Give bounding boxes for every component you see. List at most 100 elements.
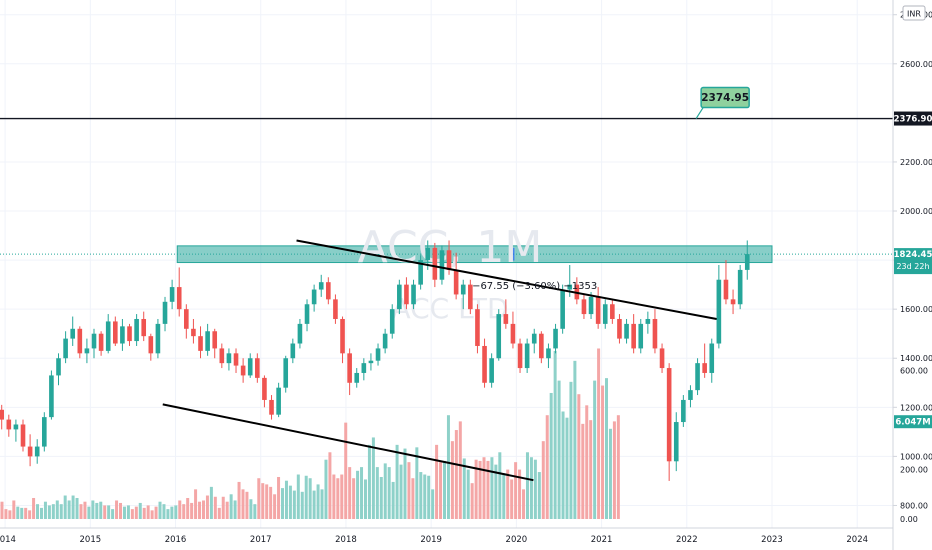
candle-body — [681, 399, 686, 423]
candle-body — [560, 289, 565, 329]
volume-bar — [257, 478, 261, 519]
target-callout-box[interactable] — [700, 86, 750, 109]
candle-body — [631, 323, 636, 349]
candle-body — [602, 304, 608, 324]
volume-bar — [162, 504, 166, 519]
candle-body — [425, 247, 431, 261]
candle-body — [113, 321, 118, 344]
volume-bar — [419, 472, 423, 519]
volume-tick-label: 600.00 — [900, 367, 928, 376]
watermark-name: ACC LTD — [391, 292, 508, 325]
volume-bar — [411, 478, 415, 519]
volume-bar — [466, 469, 470, 519]
volume-bar — [529, 457, 533, 519]
price-tick-label: 800.00 — [900, 501, 928, 510]
volume-bar — [225, 501, 229, 519]
candle-body — [247, 358, 253, 376]
volume-bar — [237, 481, 241, 519]
candle-body — [255, 358, 260, 378]
candle-body — [673, 422, 679, 462]
volume-bar — [565, 417, 569, 519]
volume-bar — [561, 411, 565, 519]
time-tick-label: 2014 — [0, 535, 16, 545]
resistance-zone[interactable] — [0, 245, 893, 264]
volume-bar — [545, 415, 549, 519]
volume-bar — [407, 462, 411, 519]
volume-bar — [154, 506, 158, 519]
volume-bar — [601, 385, 605, 519]
volume-bar — [522, 489, 526, 519]
volume-bar — [375, 467, 379, 519]
volume-bar — [217, 507, 221, 519]
last-volume-label-bg — [894, 415, 932, 429]
volume-bar — [569, 381, 573, 519]
candle-body — [531, 333, 537, 344]
candle-body — [212, 331, 218, 349]
time-tick-label: 2022 — [676, 535, 698, 545]
candle-body — [326, 282, 331, 300]
candle-body — [375, 348, 381, 361]
target-callout-pointer — [695, 107, 704, 119]
candle-body — [20, 424, 26, 447]
candle-body — [148, 336, 154, 354]
volume-bar — [209, 486, 213, 519]
trendlines[interactable] — [162, 239, 717, 482]
target-callout[interactable]: 2374.95 — [695, 86, 750, 119]
volume-bar — [107, 505, 111, 519]
volume-bar — [241, 489, 245, 519]
candle-body — [482, 345, 487, 383]
volume-bar — [348, 467, 352, 519]
volume-bar — [478, 460, 482, 519]
candle-body — [617, 318, 622, 339]
axis-price-labels: 2376.90 1824.45 23d 22h 6.047M — [894, 111, 932, 429]
volume-tick-label: 200.00 — [900, 466, 928, 475]
volume-bar — [194, 489, 198, 519]
volume-bar — [16, 506, 20, 519]
volume-bar — [142, 507, 146, 519]
volume-bar — [12, 500, 16, 519]
volume-bar — [300, 491, 304, 519]
candle-body — [588, 296, 594, 315]
volume-bar — [198, 501, 202, 519]
volume-bar — [284, 480, 288, 519]
volume-bar — [245, 491, 249, 519]
price-tick-label: 1600.00 — [900, 305, 932, 314]
candle-body — [191, 328, 196, 337]
volume-bar — [328, 452, 332, 519]
candle-body — [27, 446, 33, 457]
volume-bar — [498, 452, 502, 519]
time-axis[interactable]: 2014 2015 2016 2017 2018 2019 2020 2021 2022 2023… — [0, 527, 893, 545]
volume-bar — [4, 509, 8, 519]
price-axis[interactable]: 800.001000.001200.001400.001600.001800.0… — [892, 0, 932, 550]
candle-body — [730, 299, 736, 305]
candle-body — [184, 309, 189, 329]
volume-bar — [494, 464, 498, 519]
volume-bar — [336, 478, 340, 519]
volume-bar — [443, 460, 447, 519]
volume-bar — [36, 504, 40, 519]
volume-bar — [399, 464, 403, 519]
currency-badge[interactable]: INR — [902, 5, 926, 21]
candle-body — [489, 358, 494, 383]
price-tick-label: 2600.00 — [900, 60, 932, 69]
candle-body — [389, 309, 395, 334]
candle-body — [624, 323, 629, 339]
volume-bar — [150, 510, 154, 519]
time-tick-label: 2015 — [80, 535, 102, 545]
volume-bar — [352, 478, 356, 519]
candle-body — [34, 446, 40, 457]
candle-body — [716, 279, 722, 344]
volume-bar — [130, 509, 134, 519]
volume-bar — [233, 500, 237, 519]
candle-body — [98, 333, 104, 351]
volume-bar — [190, 502, 194, 519]
candle-body — [297, 323, 303, 344]
volume-bar — [277, 476, 281, 519]
volume-bar — [304, 475, 308, 519]
volume-bar — [8, 510, 12, 519]
volume-bar — [391, 481, 395, 519]
candle-body — [340, 318, 345, 354]
candle-body — [120, 326, 125, 344]
volume-bar — [537, 472, 541, 519]
